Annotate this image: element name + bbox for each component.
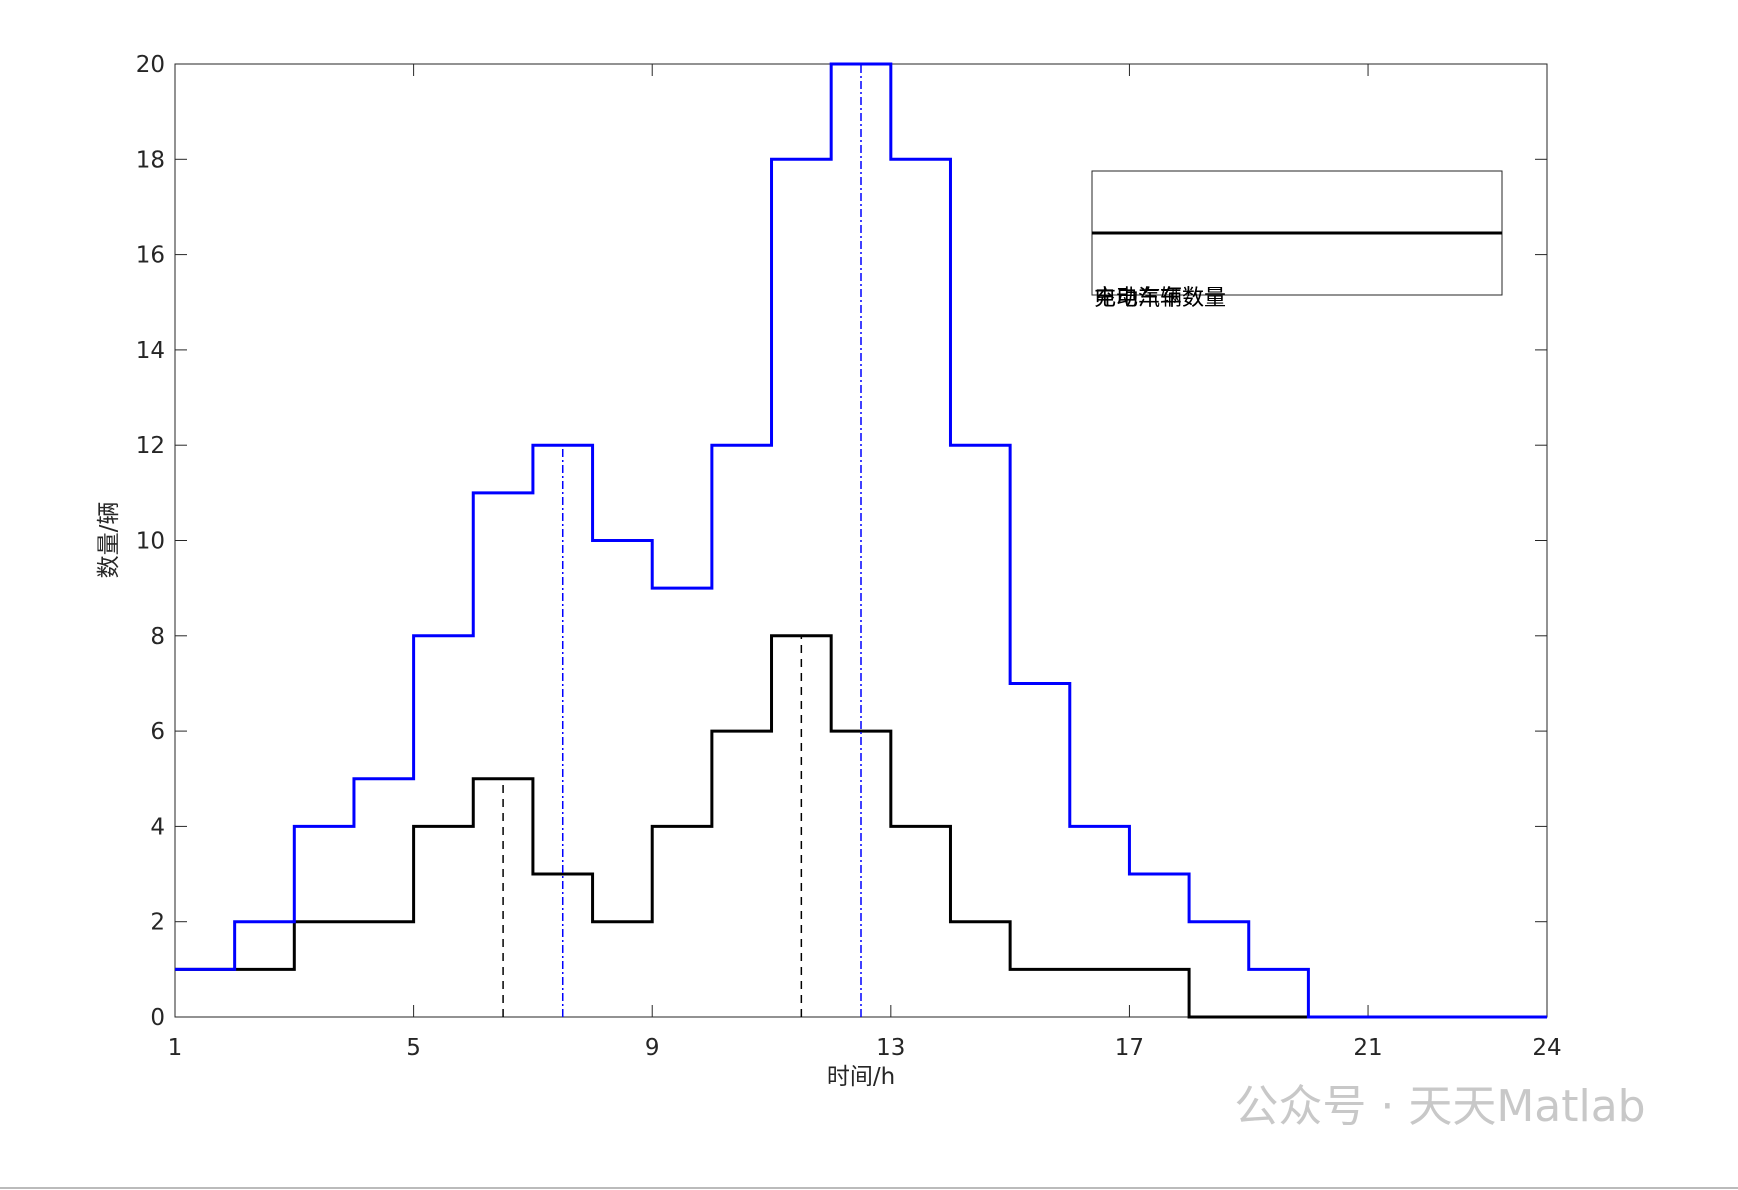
y-tick-label: 8 [150, 624, 165, 650]
x-tick-label: 5 [406, 1035, 421, 1061]
stairs-line [175, 634, 1547, 1019]
y-tick-label: 10 [136, 529, 165, 555]
y-tick-label: 6 [150, 719, 165, 745]
y-tick-label: 12 [136, 433, 165, 459]
stairs-line [175, 62, 1547, 1019]
y-tick-label: 0 [150, 1005, 165, 1031]
y-tick-label: 18 [136, 147, 165, 173]
x-tick-label: 24 [1532, 1035, 1561, 1061]
legend-label: 电动汽车数量 [1094, 286, 1226, 311]
watermark: 公众号 · 天天Matlab [1234, 1081, 1645, 1132]
x-tick-label: 21 [1353, 1035, 1382, 1061]
x-tick-label: 13 [876, 1035, 905, 1061]
x-tick-label: 9 [645, 1035, 660, 1061]
x-tick-label: 17 [1115, 1035, 1144, 1061]
y-axis-label: 数量/辆 [96, 502, 122, 579]
x-axis-label: 时间/h [827, 1064, 895, 1090]
y-tick-label: 4 [150, 814, 165, 840]
x-tick-label: 1 [168, 1035, 183, 1061]
y-tick-label: 2 [150, 910, 165, 936]
y-tick-label: 16 [136, 243, 165, 269]
y-tick-label: 20 [136, 52, 165, 78]
legend-label: 充电车辆数 [1094, 286, 1204, 311]
y-tick-label: 14 [136, 338, 165, 364]
